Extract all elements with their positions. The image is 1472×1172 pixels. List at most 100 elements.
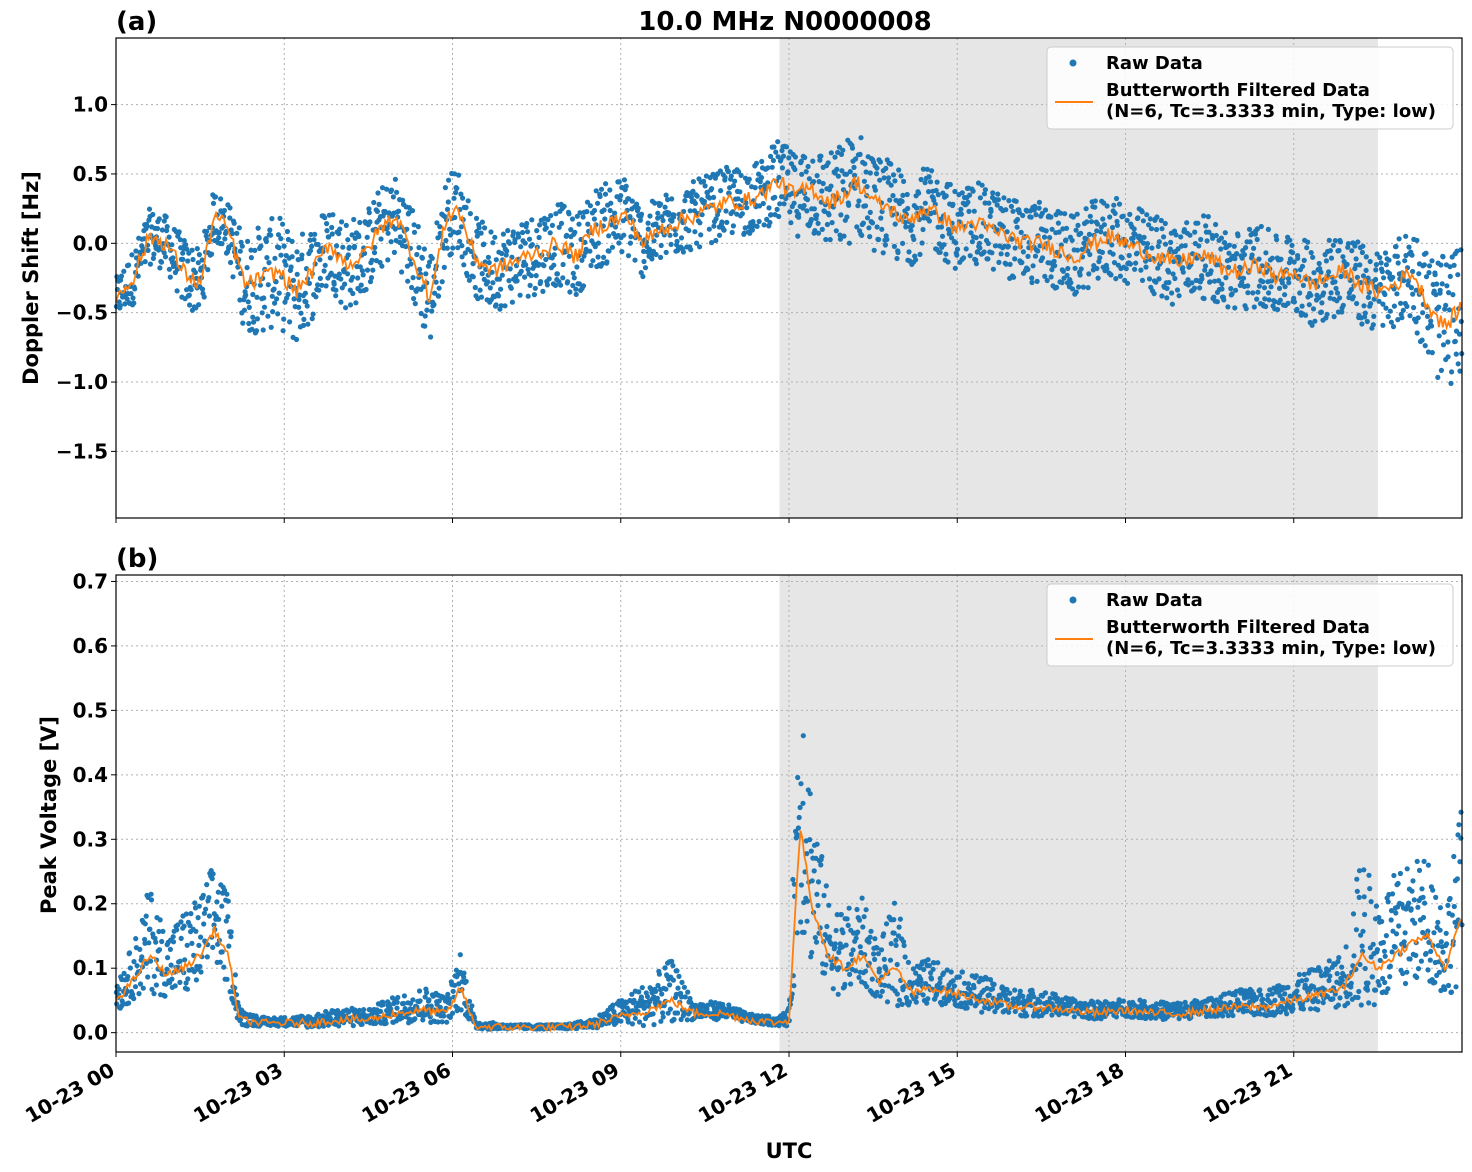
panel-a-raw-point (1164, 285, 1170, 291)
panel-a-raw-point (296, 297, 302, 303)
panel-a-raw-point (1309, 322, 1315, 328)
panel-b-raw-point (836, 949, 842, 956)
panel-a-raw-point (1445, 339, 1451, 345)
panel-b-raw-point (891, 917, 897, 923)
panel-a-raw-point (950, 201, 956, 207)
panel-a-raw-point (278, 236, 284, 242)
panel-a-raw-point (858, 135, 864, 141)
panel-a-raw-point (498, 303, 504, 309)
panel-a-raw-point (1144, 212, 1150, 218)
panel-a-raw-point (1140, 240, 1147, 246)
panel-a-raw-point (350, 274, 356, 280)
panel-a-raw-point (1440, 254, 1446, 260)
panel-a-raw-point (138, 260, 144, 266)
panel-b-raw-point (461, 970, 467, 976)
panel-b-raw-point (901, 942, 907, 949)
panel-b-raw-point (629, 991, 635, 997)
panel-a-raw-point (982, 200, 988, 206)
panel-a-raw-point (607, 187, 613, 193)
panel-a-raw-point (536, 261, 542, 267)
panel-b-raw-point (913, 999, 919, 1005)
panel-a-raw-point (237, 297, 243, 303)
panel-a-raw-point (1447, 273, 1453, 279)
panel-b-raw-point (882, 982, 888, 988)
panel-b-raw-point (1414, 974, 1420, 981)
panel-a-raw-point (1168, 239, 1174, 245)
panel-b-raw-point (1453, 984, 1459, 990)
panel-b-raw-point (453, 967, 459, 973)
panel-b-raw-point (807, 837, 813, 843)
panel-a-raw-point (1012, 256, 1018, 262)
panel-b-raw-point (669, 958, 675, 965)
panel-a-raw-point (883, 165, 889, 171)
panel-a-raw-point (1353, 262, 1359, 268)
panel-b-raw-point (217, 959, 223, 965)
panel-b-raw-point (214, 899, 220, 905)
panel-a-raw-point (742, 225, 748, 231)
panel-b-raw-point (965, 981, 972, 987)
panel-a-raw-point (462, 250, 468, 256)
panel-b-raw-point (1388, 917, 1394, 923)
panel-a-raw-point (1387, 308, 1393, 314)
panel-a-raw-point (840, 179, 846, 185)
panel-b-raw-point (1443, 930, 1449, 936)
panel-a-raw-point (1156, 276, 1162, 282)
panel-a-raw-point (906, 249, 912, 255)
panel-a-raw-point (307, 248, 314, 254)
panel-a-raw-point (472, 284, 478, 291)
panel-a-raw-point (1354, 274, 1360, 280)
panel-a-raw-point (1316, 295, 1322, 301)
panel-b-raw-point (210, 944, 216, 951)
panel-a-raw-point (167, 274, 173, 280)
panel-b-raw-point (663, 986, 669, 992)
panel-b-raw-point (1440, 949, 1446, 955)
panel-a-raw-point (322, 215, 328, 221)
panel-b-raw-point (1376, 982, 1382, 988)
panel-b-raw-point (1343, 944, 1349, 950)
panel-a-raw-point (1316, 260, 1322, 267)
panel-a-raw-point (301, 316, 307, 322)
panel-a-raw-point (432, 290, 438, 296)
panel-a-raw-point (1390, 274, 1396, 280)
panel-b-raw-point (189, 940, 195, 947)
panel-b-raw-point (948, 969, 954, 975)
panel-a-label: (a) (116, 7, 157, 37)
panel-a-raw-point (937, 249, 943, 255)
panel-b-raw-point (606, 1013, 612, 1019)
panel-a-raw-point (606, 248, 612, 254)
panel-a-raw-point (324, 221, 330, 227)
panel-b-raw-point (1437, 927, 1443, 933)
panel-a-raw-point (724, 219, 730, 225)
panel-a-raw-point (717, 168, 724, 174)
panel-b-raw-point (1300, 1006, 1306, 1012)
panel-b-raw-point (184, 986, 190, 992)
panel-b-raw-point (127, 965, 133, 971)
panel-a-raw-point (259, 310, 265, 316)
panel-a-raw-point (1153, 226, 1160, 233)
panel-a-raw-point (753, 160, 760, 166)
panel-b-raw-point (445, 991, 451, 998)
panel-a-raw-point (905, 205, 911, 212)
panel-a-raw-point (514, 278, 520, 284)
panel-a-y-tick-label-1: 0.5 (73, 162, 108, 186)
panel-a-raw-point (682, 198, 688, 204)
panel-b-raw-point (175, 922, 181, 928)
panel-b-raw-point (823, 883, 829, 889)
panel-a-raw-point (756, 171, 762, 177)
panel-a-raw-point (727, 185, 733, 191)
panel-a-raw-point (627, 214, 633, 220)
panel-a-raw-point (196, 302, 202, 308)
panel-a-raw-point (1124, 280, 1131, 286)
panel-b-raw-point (143, 913, 149, 919)
panel-b-raw-point (1391, 872, 1397, 879)
panel-a-raw-point (543, 256, 549, 263)
panel-a-raw-point (222, 236, 228, 242)
panel-b-raw-point (913, 970, 919, 976)
panel-a-raw-point (653, 251, 659, 258)
panel-a-raw-point (444, 206, 451, 212)
panel-a-raw-point (199, 286, 206, 292)
panel-b-raw-point (153, 939, 159, 945)
panel-a-doppler-shift: 1.00.50.0−0.5−1.0−1.5 (a) Doppler Shift … (19, 7, 1465, 523)
panel-a-raw-point (283, 262, 289, 268)
panel-a-raw-point (1311, 270, 1317, 276)
